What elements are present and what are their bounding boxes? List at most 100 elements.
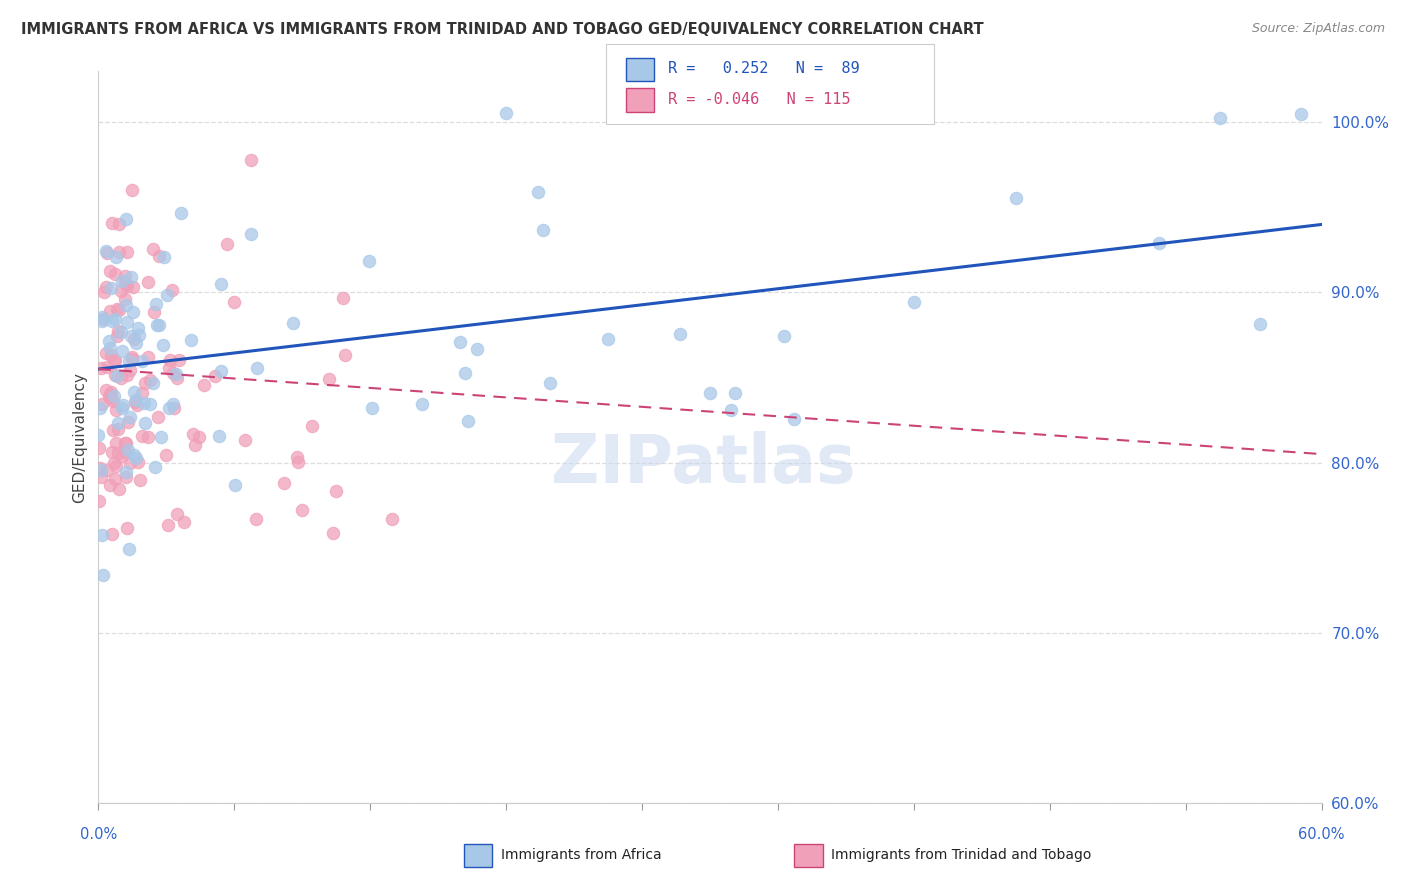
Point <box>224 295 246 310</box>
Point <box>103 456 125 470</box>
Point <box>115 469 138 483</box>
Point <box>162 396 184 410</box>
Point <box>111 450 134 464</box>
Point <box>100 384 122 399</box>
Point <box>98 304 121 318</box>
Point <box>233 434 256 448</box>
Point <box>131 354 153 368</box>
Y-axis label: GED/Equivalency: GED/Equivalency <box>72 372 87 502</box>
Point <box>139 373 162 387</box>
Point <box>104 353 127 368</box>
Point <box>157 401 180 415</box>
Point <box>291 503 314 517</box>
Point <box>531 223 554 237</box>
Point <box>91 310 114 324</box>
Point <box>146 318 169 333</box>
Point <box>287 455 309 469</box>
Point <box>89 494 111 508</box>
Point <box>322 525 344 540</box>
Point <box>903 294 925 309</box>
Point <box>121 329 143 343</box>
Point <box>114 269 136 284</box>
Point <box>108 245 131 260</box>
Point <box>100 391 122 405</box>
Point <box>152 337 174 351</box>
Point <box>166 507 188 521</box>
Point <box>217 236 239 251</box>
Point <box>157 361 180 376</box>
Point <box>127 320 149 334</box>
Point <box>773 329 796 343</box>
Text: 0.0%: 0.0% <box>80 827 117 841</box>
Point <box>89 401 111 415</box>
Point <box>131 385 153 400</box>
Point <box>96 246 118 260</box>
Point <box>127 455 149 469</box>
Point <box>454 366 477 380</box>
Point <box>181 427 204 442</box>
Point <box>142 304 165 318</box>
Point <box>246 361 269 376</box>
Point <box>115 315 138 329</box>
Point <box>114 445 136 459</box>
Text: R = -0.046   N = 115: R = -0.046 N = 115 <box>668 92 851 106</box>
Point <box>96 359 118 374</box>
Point <box>411 397 433 411</box>
Point <box>239 153 262 168</box>
Point <box>155 448 177 462</box>
Point <box>114 212 136 227</box>
Point <box>209 277 232 291</box>
Point <box>104 311 127 326</box>
Point <box>720 403 742 417</box>
Point <box>105 301 128 316</box>
Point <box>115 244 138 259</box>
Point <box>98 477 121 491</box>
Point <box>91 397 114 411</box>
Point <box>122 448 145 462</box>
Point <box>1004 191 1026 205</box>
Point <box>108 482 131 496</box>
Point <box>162 283 184 297</box>
Point <box>301 419 323 434</box>
Text: Source: ZipAtlas.com: Source: ZipAtlas.com <box>1251 22 1385 36</box>
Point <box>224 478 246 492</box>
Point <box>97 334 120 348</box>
Point <box>118 456 141 470</box>
Point <box>699 386 721 401</box>
Point <box>124 395 146 409</box>
Point <box>162 366 184 380</box>
Point <box>87 441 110 455</box>
Point <box>1249 318 1271 332</box>
Point <box>596 332 619 346</box>
Point <box>495 106 517 120</box>
Point <box>115 278 138 293</box>
Point <box>103 389 125 403</box>
Point <box>93 285 115 300</box>
Point <box>94 244 117 258</box>
Text: Immigrants from Trinidad and Tobago: Immigrants from Trinidad and Tobago <box>831 848 1091 863</box>
Point <box>100 348 122 362</box>
Text: Immigrants from Africa: Immigrants from Africa <box>501 848 661 863</box>
Point <box>240 227 263 241</box>
Point <box>138 396 160 410</box>
Point <box>131 429 153 443</box>
Point <box>111 343 134 358</box>
Point <box>129 473 152 487</box>
Point <box>136 430 159 444</box>
Point <box>90 361 112 376</box>
Point <box>101 393 124 408</box>
Point <box>115 277 138 292</box>
Point <box>136 275 159 289</box>
Point <box>121 351 143 366</box>
Point <box>89 461 111 475</box>
Point <box>101 423 124 437</box>
Point <box>98 264 121 278</box>
Point <box>527 186 550 200</box>
Text: ZIPatlas: ZIPatlas <box>551 431 855 497</box>
Point <box>100 216 122 230</box>
Point <box>142 242 165 256</box>
Point <box>457 414 479 428</box>
Point <box>104 250 127 264</box>
Point <box>117 521 139 535</box>
Point <box>101 444 124 458</box>
